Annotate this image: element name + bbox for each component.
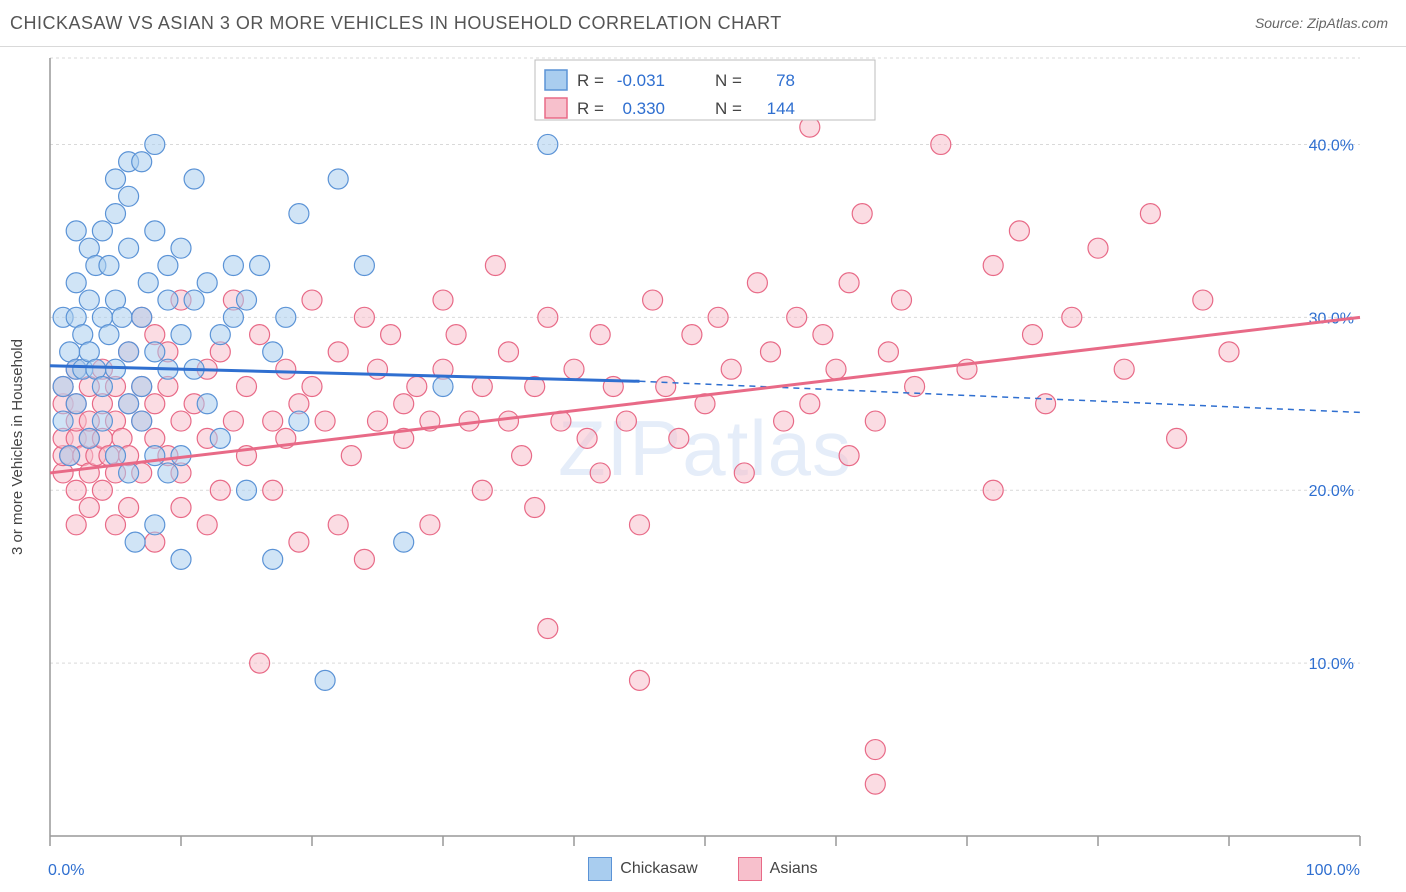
- chart-area: 10.0%20.0%30.0%40.0%ZIPatlas3 or more Ve…: [0, 46, 1406, 852]
- scatter-chart: 10.0%20.0%30.0%40.0%ZIPatlas3 or more Ve…: [0, 46, 1406, 852]
- legend-bottom: 0.0% Chickasaw Asians 100.0%: [0, 852, 1406, 886]
- legend-label-asians: Asians: [770, 860, 818, 878]
- svg-text:3 or more Vehicles in Househol: 3 or more Vehicles in Household: [9, 339, 26, 555]
- legend-item-chickasaw: Chickasaw: [588, 857, 697, 881]
- svg-text:-0.031: -0.031: [617, 71, 665, 90]
- svg-text:40.0%: 40.0%: [1309, 137, 1354, 154]
- svg-text:10.0%: 10.0%: [1309, 656, 1354, 673]
- svg-text:R =: R =: [577, 99, 604, 118]
- svg-text:144: 144: [767, 99, 795, 118]
- svg-text:N =: N =: [715, 99, 742, 118]
- legend-item-asians: Asians: [738, 857, 818, 881]
- x-axis-max-label: 100.0%: [1306, 862, 1360, 880]
- legend-label-chickasaw: Chickasaw: [620, 860, 697, 878]
- svg-text:R =: R =: [577, 71, 604, 90]
- svg-text:0.330: 0.330: [622, 99, 665, 118]
- chart-title: CHICKASAW VS ASIAN 3 OR MORE VEHICLES IN…: [10, 13, 782, 34]
- svg-text:20.0%: 20.0%: [1309, 483, 1354, 500]
- x-axis-min-label: 0.0%: [48, 862, 84, 880]
- legend-swatch-chickasaw: [588, 857, 612, 881]
- svg-text:78: 78: [776, 71, 795, 90]
- title-bar: CHICKASAW VS ASIAN 3 OR MORE VEHICLES IN…: [0, 0, 1406, 47]
- source-attribution: Source: ZipAtlas.com: [1255, 15, 1388, 31]
- svg-text:N =: N =: [715, 71, 742, 90]
- legend-swatch-asians: [738, 857, 762, 881]
